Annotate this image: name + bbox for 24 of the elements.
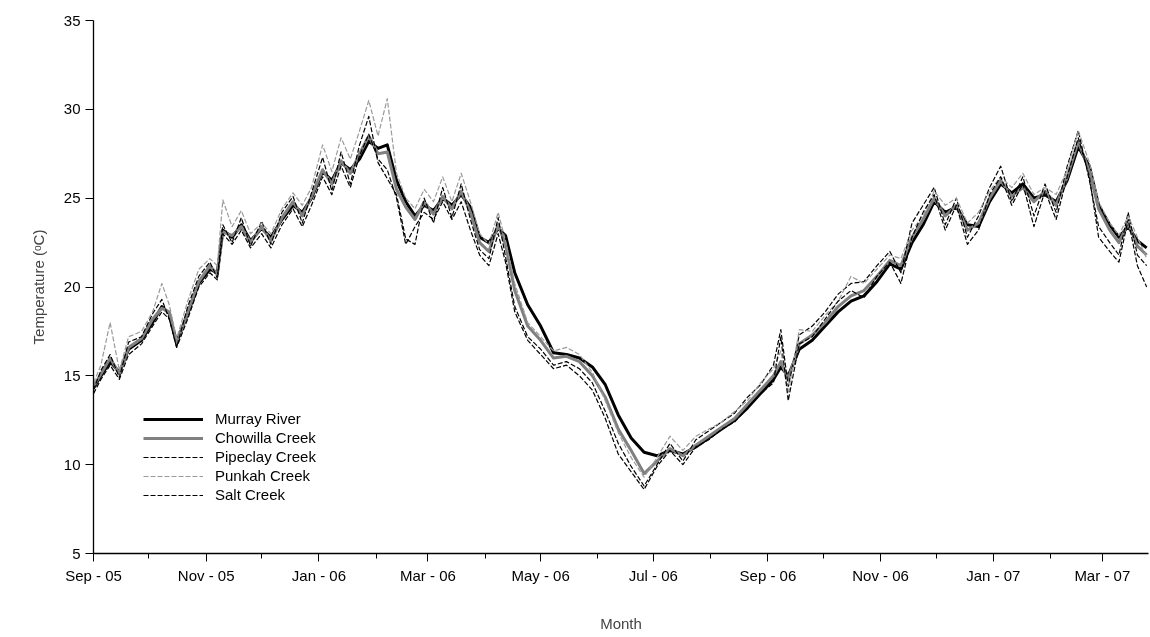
y-axis-title: Temperature (ᵒC) (29, 229, 47, 345)
y-tick-label: 10 (63, 455, 81, 473)
y-tick-label: 35 (63, 11, 81, 29)
legend-label: Murray River (215, 410, 301, 427)
y-tick-label: 15 (63, 366, 81, 384)
x-tick-label: Jan - 06 (291, 566, 347, 584)
x-axis-title: Month (600, 614, 642, 632)
y-tick-label: 30 (63, 100, 81, 118)
x-tick-label: Sep - 06 (739, 566, 797, 584)
legend-label: Salt Creek (215, 486, 286, 503)
x-tick-label: May - 06 (511, 566, 570, 584)
legend-label: Chowilla Creek (215, 429, 316, 446)
legend-label: Punkah Creek (215, 467, 311, 484)
x-tick-label: Mar - 07 (1074, 566, 1131, 584)
legend-label: Pipeclay Creek (215, 448, 316, 465)
x-tick-label: Jul - 06 (628, 566, 678, 584)
x-tick-label: Jan - 07 (966, 566, 1021, 584)
y-tick-label: 25 (63, 189, 81, 207)
x-tick-label: Nov - 05 (177, 566, 235, 584)
x-tick-label: Nov - 06 (852, 566, 909, 584)
x-tick-label: Mar - 06 (400, 566, 456, 584)
x-tick-label: Sep - 05 (65, 566, 122, 584)
y-tick-label: 20 (63, 278, 81, 295)
y-tick-label: 5 (72, 544, 81, 562)
